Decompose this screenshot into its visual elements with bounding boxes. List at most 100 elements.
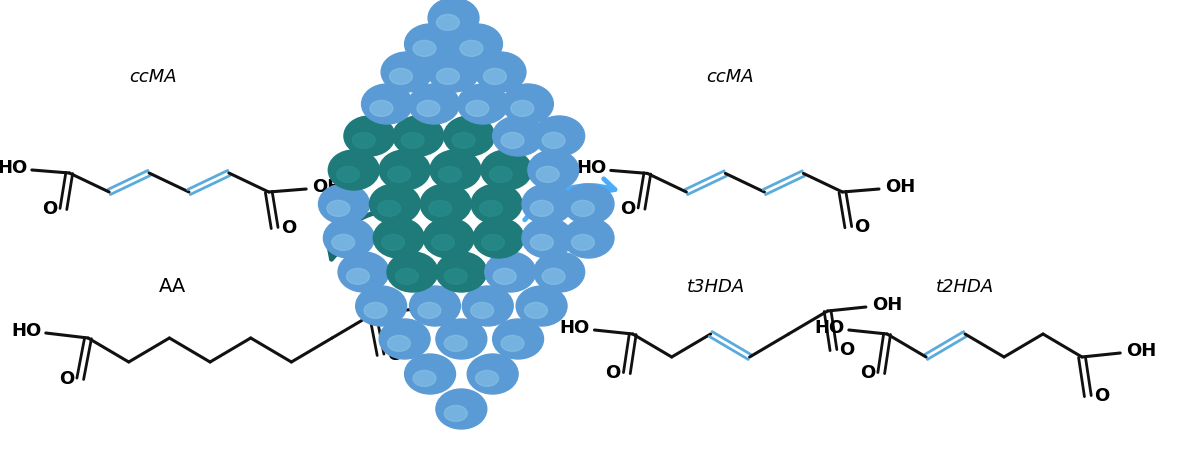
Text: HO: HO	[576, 159, 606, 177]
Ellipse shape	[480, 201, 503, 216]
Ellipse shape	[338, 252, 389, 292]
Ellipse shape	[404, 354, 456, 394]
Ellipse shape	[502, 133, 524, 148]
Ellipse shape	[530, 201, 553, 216]
Ellipse shape	[493, 116, 544, 156]
Ellipse shape	[457, 84, 509, 124]
Ellipse shape	[475, 371, 498, 386]
Ellipse shape	[481, 234, 504, 250]
Ellipse shape	[534, 252, 584, 292]
Ellipse shape	[563, 184, 614, 224]
Ellipse shape	[493, 319, 544, 359]
Ellipse shape	[462, 286, 514, 326]
Ellipse shape	[472, 184, 522, 224]
Ellipse shape	[370, 184, 420, 224]
Ellipse shape	[404, 24, 456, 64]
Ellipse shape	[373, 218, 424, 258]
Ellipse shape	[473, 218, 524, 258]
Text: O: O	[840, 341, 854, 359]
Ellipse shape	[530, 234, 553, 250]
Ellipse shape	[424, 218, 474, 258]
Text: OH: OH	[420, 298, 450, 316]
Ellipse shape	[408, 84, 460, 124]
Ellipse shape	[528, 150, 578, 190]
Ellipse shape	[511, 100, 534, 116]
Ellipse shape	[379, 150, 430, 190]
Text: t2HDA: t2HDA	[936, 278, 995, 296]
Ellipse shape	[401, 133, 424, 148]
Text: HO: HO	[814, 319, 845, 337]
Text: HO: HO	[11, 322, 41, 340]
Text: OH: OH	[872, 296, 902, 314]
Ellipse shape	[355, 286, 407, 326]
Ellipse shape	[326, 201, 350, 216]
Ellipse shape	[522, 184, 572, 224]
Text: OH: OH	[1127, 342, 1157, 360]
Text: t3HDA: t3HDA	[686, 278, 745, 296]
Ellipse shape	[503, 84, 553, 124]
Ellipse shape	[534, 116, 584, 156]
Ellipse shape	[390, 68, 413, 85]
Ellipse shape	[485, 252, 535, 292]
Text: ccMA: ccMA	[707, 68, 755, 86]
Ellipse shape	[432, 234, 455, 250]
Ellipse shape	[536, 166, 559, 182]
Text: O: O	[59, 370, 74, 388]
Ellipse shape	[347, 268, 370, 285]
Ellipse shape	[490, 166, 512, 182]
Ellipse shape	[392, 116, 444, 156]
Ellipse shape	[437, 14, 460, 30]
Text: OH: OH	[312, 178, 343, 196]
Ellipse shape	[451, 24, 503, 64]
Text: O: O	[42, 200, 58, 218]
Ellipse shape	[542, 268, 565, 285]
Ellipse shape	[444, 116, 494, 156]
Text: O: O	[620, 200, 636, 218]
Ellipse shape	[324, 218, 374, 258]
Text: O: O	[1094, 387, 1109, 405]
Text: O: O	[606, 364, 620, 382]
Text: OH: OH	[886, 178, 916, 196]
Ellipse shape	[382, 52, 432, 92]
Ellipse shape	[475, 52, 526, 92]
Text: HO: HO	[559, 319, 590, 337]
Ellipse shape	[378, 201, 401, 216]
Ellipse shape	[318, 184, 370, 224]
Ellipse shape	[444, 405, 467, 421]
Ellipse shape	[452, 133, 475, 148]
Ellipse shape	[428, 0, 479, 38]
Ellipse shape	[438, 166, 461, 182]
Ellipse shape	[470, 303, 493, 318]
Text: O: O	[860, 364, 875, 382]
Ellipse shape	[418, 303, 440, 318]
Text: AA: AA	[160, 278, 186, 297]
Ellipse shape	[370, 100, 392, 116]
Ellipse shape	[395, 268, 419, 285]
Ellipse shape	[430, 150, 481, 190]
Ellipse shape	[337, 166, 360, 182]
Ellipse shape	[332, 234, 355, 250]
Ellipse shape	[428, 52, 479, 92]
Ellipse shape	[388, 252, 438, 292]
Ellipse shape	[522, 218, 572, 258]
Ellipse shape	[516, 286, 568, 326]
Ellipse shape	[444, 335, 467, 352]
Ellipse shape	[416, 100, 440, 116]
Ellipse shape	[413, 371, 436, 386]
Ellipse shape	[467, 354, 518, 394]
Text: O: O	[281, 219, 296, 237]
Ellipse shape	[437, 68, 460, 85]
Text: O: O	[386, 346, 402, 364]
Ellipse shape	[382, 234, 404, 250]
Ellipse shape	[379, 319, 430, 359]
Text: HO: HO	[0, 159, 28, 177]
Ellipse shape	[444, 268, 467, 285]
Ellipse shape	[460, 40, 482, 56]
Ellipse shape	[436, 319, 487, 359]
Ellipse shape	[388, 166, 410, 182]
Ellipse shape	[542, 133, 565, 148]
Text: O: O	[854, 218, 870, 236]
Text: ccMA: ccMA	[130, 68, 176, 86]
Ellipse shape	[428, 201, 451, 216]
Ellipse shape	[466, 100, 488, 116]
